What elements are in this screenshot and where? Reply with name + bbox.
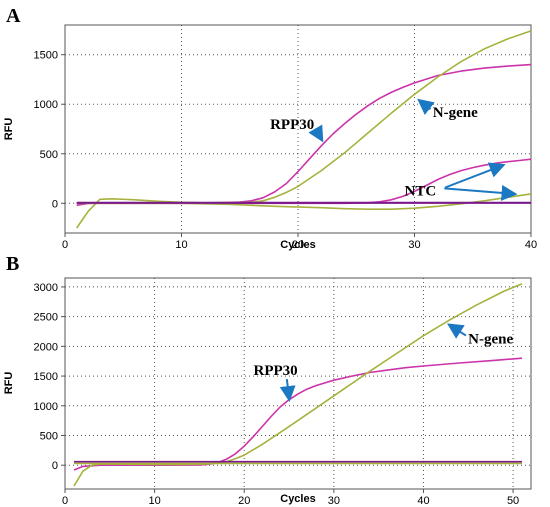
panel-a-xlabel: Cycles	[280, 239, 315, 251]
panel-b-xtick-label: 0	[62, 495, 68, 507]
panel-b-annotation-label: N-gene	[468, 332, 513, 348]
panel-a-annotation-arrow	[308, 124, 324, 143]
panel-a-xtick-label: 40	[525, 239, 537, 251]
panel-b-ytick-label: 2000	[34, 341, 58, 353]
panel-b-annotation-arrow	[446, 323, 467, 339]
panel-a-xtick-label: 20	[292, 239, 304, 251]
panel-b-xtick-label: 40	[417, 495, 429, 507]
panel-b-annotation-arrow	[279, 379, 296, 403]
panel-a-annotation-label: NTC	[404, 183, 436, 199]
panel-a-annotation-label: N-gene	[433, 105, 478, 121]
panel-b-xlabel: Cycles	[280, 493, 315, 505]
panel-a-annotation-arrow	[444, 184, 518, 201]
panel-b-ytick-label: 2500	[34, 312, 58, 324]
panel-a-xtick-label: 0	[62, 239, 68, 251]
panel-a-ticks: 0 10 20 30 40 0 500 1000 1500	[34, 50, 538, 251]
panel-b-xtick-label: 50	[507, 495, 519, 507]
panel-b-series	[73, 283, 523, 487]
panel-b-xtick-label: 30	[328, 495, 340, 507]
panel-a-annotation-arrow	[417, 98, 435, 115]
panel-a-annotations: RPP30 N-gene NTC	[270, 98, 518, 201]
panel-b-annotation-label: RPP30	[254, 363, 298, 379]
panel-a-series-n-gene-line-1	[76, 30, 532, 229]
panel-b-ytick-label: 1500	[34, 371, 58, 383]
panel-b-xtick-label: 20	[238, 495, 250, 507]
panel-b-ytick-label: 500	[40, 431, 58, 443]
panel-b-ytick-label: 1000	[34, 401, 58, 413]
panel-b-ytick-label: 3000	[34, 282, 58, 294]
panel-b-annotations: RPP30 N-gene	[254, 323, 514, 403]
panel-b-xtick-label: 10	[148, 495, 160, 507]
panel-a-xtick-label: 10	[175, 239, 187, 251]
panel-b-letter: B	[6, 253, 19, 275]
panel-a-letter: A	[6, 5, 21, 27]
panel-b-ytick-label: 0	[52, 460, 58, 472]
panel-a-ylabel: RFU	[3, 118, 15, 141]
panel-b-ylabel: RFU	[3, 372, 15, 395]
panel-b-grid	[65, 278, 531, 489]
panel-a-ytick-label: 1500	[34, 50, 58, 62]
panel-a-xtick-label: 30	[408, 239, 420, 251]
panel-b-plot-area	[64, 277, 532, 490]
panel-a-ytick-label: 0	[52, 198, 58, 210]
panel-a-ytick-label: 1000	[34, 99, 58, 111]
panel-a-annotation-label: RPP30	[270, 117, 314, 133]
panel-a-annotation-arrow	[444, 162, 506, 189]
panel-a-ytick-label: 500	[40, 149, 58, 161]
panel-a-chart: A 0 10 20 30 40 0 500 1000 1500 RPP30 N-gene NTC C…	[3, 5, 537, 251]
